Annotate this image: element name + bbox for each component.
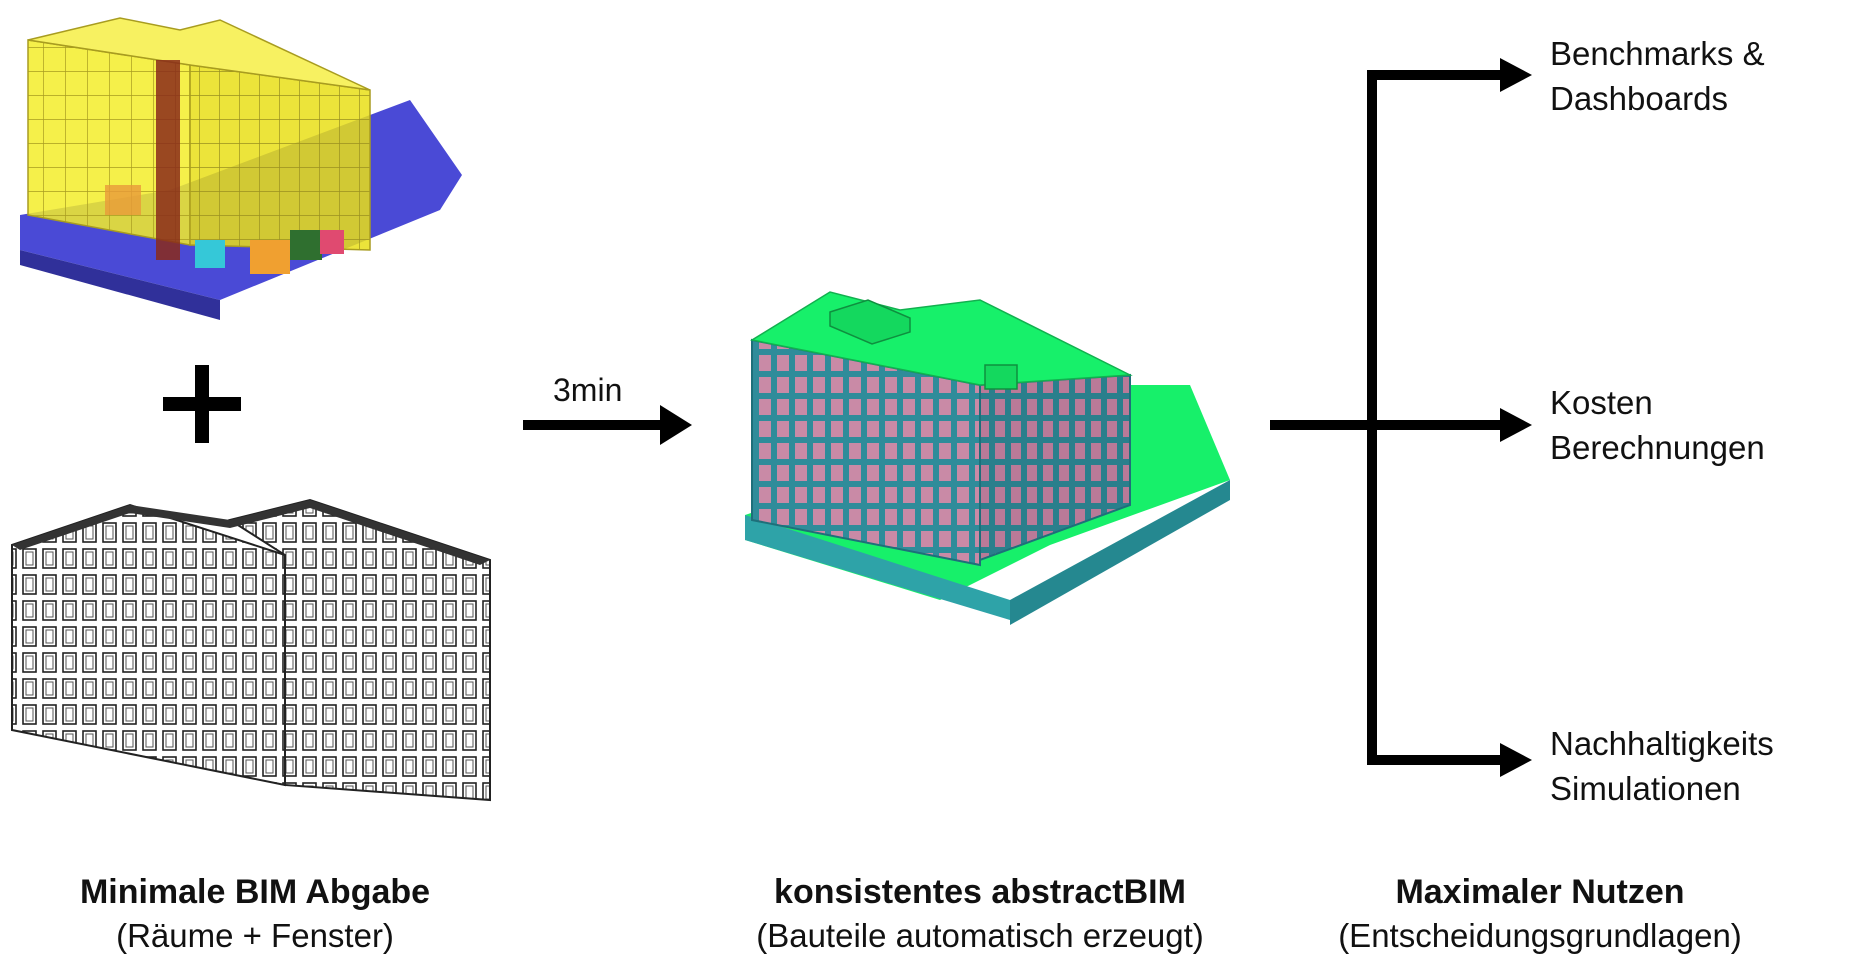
output-sustainability: Nachhaltigkeits Simulationen — [1550, 721, 1774, 811]
output-costs-line1: Kosten — [1550, 384, 1653, 421]
output-benchmarks-line2: Dashboards — [1550, 80, 1728, 117]
output-benchmarks: Benchmarks & Dashboards — [1550, 31, 1765, 121]
site-slab-side-right — [1010, 480, 1230, 625]
room-model-illustration — [20, 17, 462, 320]
windows-left-wing — [11, 503, 286, 787]
site-slab-side-left — [745, 515, 1010, 620]
tower-right-face — [189, 64, 371, 251]
branch-arrows — [1270, 58, 1532, 777]
room-cyan — [195, 240, 225, 268]
plus-icon — [163, 365, 241, 443]
output-costs: Kosten Berechnungen — [1550, 380, 1765, 470]
site-slab-dark — [20, 250, 220, 320]
output-sustainability-line1: Nachhaltigkeits — [1550, 725, 1774, 762]
arrow-label-time: 3min — [553, 372, 623, 408]
caption-result-subtitle: (Entscheidungsgrundlagen) — [1338, 917, 1742, 954]
windows-top-edge — [12, 500, 490, 565]
output-sustainability-line2: Simulationen — [1550, 770, 1741, 807]
caption-input-subtitle: (Räume + Fenster) — [116, 917, 394, 954]
caption-input-title: Minimale BIM Abgabe — [79, 873, 431, 911]
roof-box — [829, 299, 911, 345]
roof-box-2 — [984, 364, 1018, 390]
room-orange — [105, 185, 141, 215]
output-benchmarks-line1: Benchmarks & — [1550, 35, 1765, 72]
caption-result-title: Maximaler Nutzen — [1395, 873, 1685, 911]
building-right-face — [979, 373, 1131, 562]
caption-model: konsistentes abstractBIM (Bauteile autom… — [680, 870, 1280, 958]
arrow-head-bottom — [1500, 743, 1532, 777]
arrow-head-top — [1500, 58, 1532, 92]
transform-arrow — [523, 405, 692, 445]
window-model-illustration — [11, 498, 491, 802]
room-orange-2 — [250, 240, 290, 274]
room-green — [290, 230, 322, 260]
caption-model-subtitle: (Bauteile automatisch erzeugt) — [756, 917, 1204, 954]
output-costs-line2: Berechnungen — [1550, 429, 1765, 466]
abstractbim-model-illustration — [745, 291, 1230, 625]
core-shaft — [156, 60, 180, 260]
caption-result: Maximaler Nutzen (Entscheidungsgrundlage… — [1240, 870, 1840, 958]
room-pink — [320, 230, 344, 254]
arrow-head-middle — [1500, 408, 1532, 442]
tower-roof — [27, 17, 371, 91]
caption-input: Minimale BIM Abgabe (Räume + Fenster) — [0, 870, 555, 958]
caption-model-title: konsistentes abstractBIM — [774, 873, 1186, 911]
